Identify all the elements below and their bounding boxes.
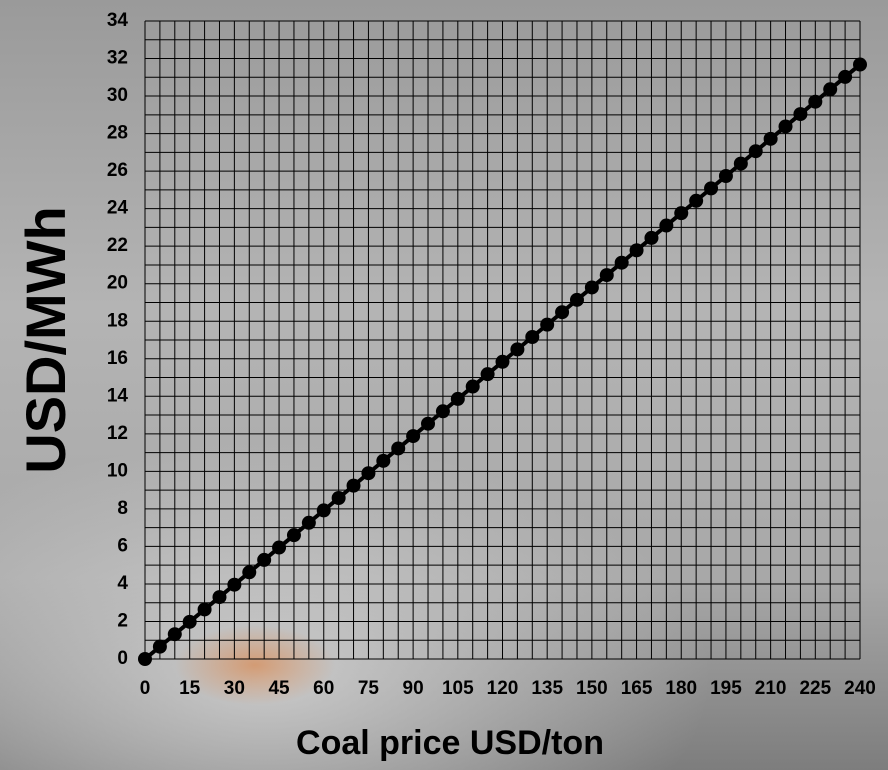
data-point [435, 404, 450, 419]
data-point [138, 652, 152, 666]
x-tick-label: 225 [799, 678, 831, 699]
y-tick-label: 12 [107, 423, 128, 444]
x-tick-label: 150 [576, 678, 608, 699]
y-tick-label: 2 [117, 610, 128, 631]
x-tick-label: 15 [179, 678, 201, 699]
data-point [197, 602, 212, 617]
y-tick-label: 26 [107, 160, 128, 181]
data-point [853, 57, 867, 72]
x-tick-label: 195 [710, 678, 742, 699]
data-point [540, 317, 555, 332]
x-tick-label: 240 [844, 678, 876, 699]
data-point [391, 441, 406, 456]
y-tick-label: 14 [107, 385, 129, 406]
y-tick-label: 28 [107, 123, 128, 144]
y-tick-label: 24 [107, 198, 129, 219]
data-point [525, 329, 540, 344]
data-point [331, 490, 346, 505]
x-tick-label: 90 [403, 678, 424, 699]
data-point [599, 268, 614, 283]
data-point [406, 429, 421, 444]
data-point [689, 193, 704, 208]
data-point [301, 515, 316, 530]
data-point [480, 367, 495, 382]
data-point [272, 540, 287, 555]
x-tick-label: 75 [358, 678, 380, 699]
y-tick-label: 34 [107, 10, 129, 31]
data-point [629, 243, 644, 258]
data-point [450, 391, 465, 406]
data-point [212, 590, 227, 605]
data-point [733, 156, 748, 171]
data-point [465, 379, 480, 394]
data-point [778, 119, 793, 134]
x-tick-label: 105 [442, 678, 474, 699]
data-point [346, 478, 361, 493]
data-point [674, 206, 689, 221]
data-point [704, 181, 719, 196]
y-tick-label: 8 [117, 498, 128, 519]
data-point [167, 627, 182, 642]
x-tick-label: 120 [487, 678, 519, 699]
data-point [242, 565, 257, 580]
x-tick-label: 45 [268, 678, 290, 699]
x-tick-label: 30 [224, 678, 245, 699]
data-point [614, 255, 629, 270]
data-point [421, 416, 436, 431]
y-tick-label: 10 [107, 460, 128, 481]
data-point [718, 168, 733, 183]
data-point [793, 107, 808, 122]
data-point [152, 639, 167, 654]
x-axis-title: Coal price USD/ton [296, 724, 604, 762]
y-tick-label: 32 [107, 48, 128, 69]
data-point [763, 131, 778, 146]
data-point [286, 528, 301, 543]
data-point [376, 453, 391, 468]
background-glow [175, 625, 335, 705]
y-tick-label: 6 [117, 535, 128, 556]
data-point [555, 305, 570, 320]
data-point [584, 280, 599, 295]
x-tick-label: 0 [140, 678, 151, 699]
data-point [659, 218, 674, 233]
data-point [495, 354, 510, 369]
x-tick-label: 210 [755, 678, 787, 699]
x-tick-label: 135 [531, 678, 563, 699]
data-point [838, 69, 853, 84]
data-point [823, 82, 838, 97]
data-point [316, 503, 331, 518]
x-tick-label: 180 [665, 678, 697, 699]
data-point [361, 466, 376, 481]
x-tick-label: 60 [313, 678, 334, 699]
data-point [808, 94, 823, 109]
data-point [644, 230, 659, 245]
data-point [257, 552, 272, 567]
y-tick-label: 16 [107, 348, 128, 369]
data-point [510, 342, 525, 357]
x-tick-label: 165 [621, 678, 653, 699]
data-point [182, 614, 197, 629]
y-tick-label: 18 [107, 310, 128, 331]
y-tick-label: 30 [107, 85, 128, 106]
y-tick-label: 20 [107, 273, 128, 294]
data-point [748, 144, 763, 159]
y-tick-label: 0 [117, 648, 128, 669]
data-point [227, 577, 242, 592]
y-axis-title: USD/MWh [14, 206, 77, 474]
data-point [569, 292, 584, 307]
y-tick-label: 22 [107, 235, 128, 256]
background-smoke [0, 300, 888, 770]
y-tick-label: 4 [117, 573, 128, 594]
